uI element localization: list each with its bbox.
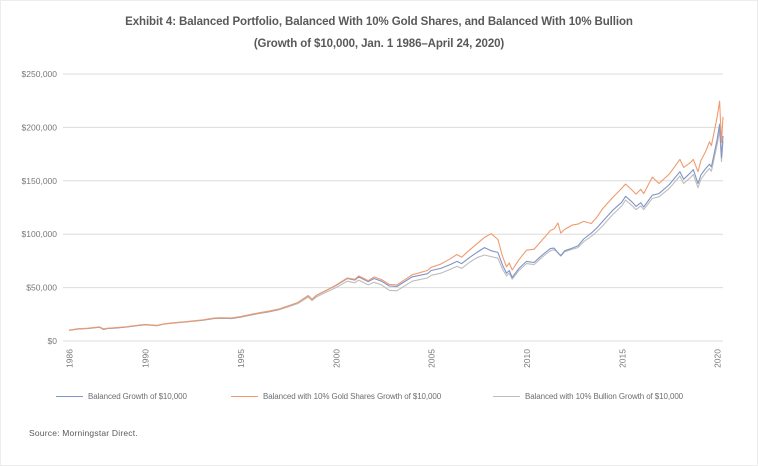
y-axis-tick-label: $150,000 bbox=[22, 176, 58, 186]
chart-title-line1: Exhibit 4: Balanced Portfolio, Balanced … bbox=[125, 16, 633, 28]
x-axis-tick-label: 2015 bbox=[617, 349, 627, 368]
legend-item-gold-shares: Balanced with 10% Gold Shares Growth of … bbox=[231, 388, 442, 402]
gold-shares-line-swatch bbox=[231, 396, 258, 398]
x-axis-tick-label: 2010 bbox=[522, 349, 532, 368]
bullion-line bbox=[68, 129, 724, 331]
y-axis-tick-label: $250,000 bbox=[22, 69, 58, 79]
legend-item-balanced: Balanced Growth of $10,000 bbox=[56, 388, 187, 402]
legend-item-bullion: Balanced with 10% Bullion Growth of $10,… bbox=[493, 388, 684, 402]
y-axis-tick-label: $50,000 bbox=[26, 283, 57, 293]
chart-title-line2: (Growth of $10,000, Jan. 1 1986–April 24… bbox=[253, 38, 505, 50]
x-axis-tick-label: 1990 bbox=[141, 349, 151, 368]
balanced-line-swatch bbox=[56, 396, 83, 398]
growth-line-chart: $0 $50,000 $100,000 $150,000 $200,000 $250,00… bbox=[22, 69, 724, 368]
y-axis-tick-label: $200,000 bbox=[22, 122, 58, 132]
y-axis-tick-label: $0 bbox=[48, 336, 58, 346]
y-axis-tick-label: $100,000 bbox=[22, 229, 58, 239]
bullion-line-swatch bbox=[493, 396, 520, 398]
gold-shares-line bbox=[68, 100, 724, 331]
source-note: Source: Morningstar Direct. bbox=[29, 428, 138, 438]
legend-label-bullion: Balanced with 10% Bullion Growth of $10,… bbox=[525, 392, 684, 402]
x-axis-tick-label: 1986 bbox=[65, 349, 75, 368]
x-axis-tick-label: 2000 bbox=[331, 349, 341, 368]
balanced-line bbox=[68, 123, 724, 331]
x-axis-tick-label: 1995 bbox=[236, 349, 246, 368]
x-axis-tick-label: 2020 bbox=[713, 349, 723, 368]
legend-label-gold-shares: Balanced with 10% Gold Shares Growth of … bbox=[263, 392, 442, 402]
x-axis-tick-label: 2005 bbox=[427, 349, 437, 368]
legend-label-balanced: Balanced Growth of $10,000 bbox=[88, 392, 187, 402]
